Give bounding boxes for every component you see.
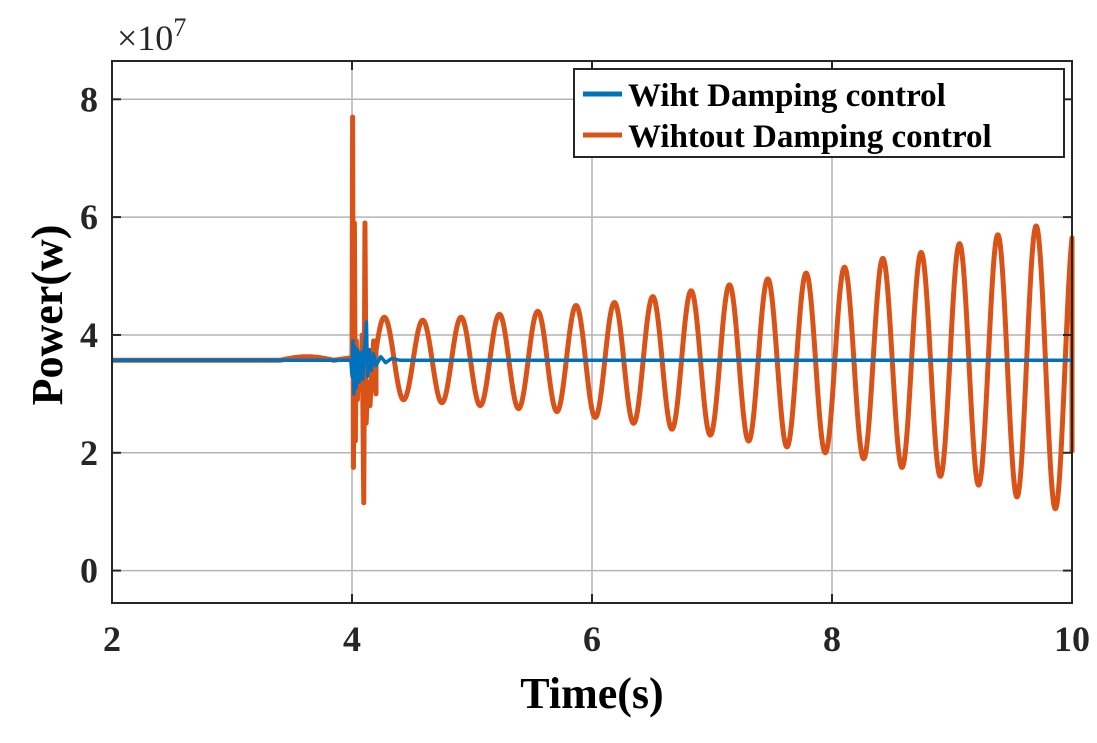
x-tick-label: 4 <box>343 619 361 659</box>
y-exponent-label: ×107 <box>117 13 186 58</box>
legend-box <box>573 68 1065 158</box>
y-tick-label: 2 <box>80 433 98 473</box>
x-tick-label: 2 <box>103 619 121 659</box>
legend: Wiht Damping control Wihtout Damping con… <box>573 68 1065 158</box>
y-tick-label: 0 <box>80 551 98 591</box>
y-tick-label: 8 <box>80 79 98 119</box>
series-line-without-damping <box>112 114 1075 512</box>
y-axis-label: Power(w) <box>23 225 72 406</box>
x-tick-label: 8 <box>823 619 841 659</box>
x-axis-label: Time(s) <box>520 669 663 718</box>
legend-entry-with-damping: Wiht Damping control <box>628 78 946 114</box>
y-tick-label: 4 <box>80 315 98 355</box>
x-tick-label: 10 <box>1054 619 1090 659</box>
series-layer <box>112 114 1075 512</box>
series-line-with-damping <box>112 320 1072 396</box>
legend-entry-without-damping: Wihtout Damping control <box>628 119 992 155</box>
y-tick-label: 6 <box>80 197 98 237</box>
x-tick-label: 6 <box>583 619 601 659</box>
